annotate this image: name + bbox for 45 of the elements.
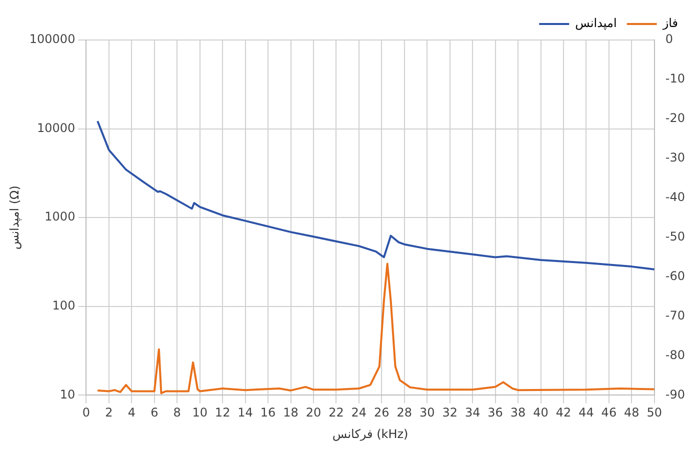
x-tick-label: 16 bbox=[260, 406, 276, 420]
x-tick-label: 0 bbox=[82, 406, 90, 420]
y2-tick-label: -50 bbox=[665, 229, 686, 244]
y2-tick-label: -40 bbox=[665, 190, 686, 204]
legend-label: فاز bbox=[662, 16, 678, 30]
x-tick-label: 40 bbox=[533, 406, 548, 420]
y2-tick-label: -90 bbox=[665, 387, 686, 402]
y-tick-label: 100 bbox=[52, 298, 76, 313]
x-tick-label: 44 bbox=[578, 406, 594, 420]
y2-tick-label: -70 bbox=[665, 308, 686, 322]
x-tick-label: 36 bbox=[488, 406, 503, 420]
y2-tick-label: -60 bbox=[665, 268, 686, 283]
x-tick-label: 14 bbox=[238, 406, 253, 420]
y2-tick-label: -10 bbox=[665, 72, 686, 86]
x-tick-label: 12 bbox=[214, 406, 230, 420]
x-tick-label: 18 bbox=[283, 406, 298, 420]
x-tick-label: 34 bbox=[464, 406, 480, 420]
x-tick-label: 32 bbox=[442, 406, 458, 420]
x-tick-label: 38 bbox=[510, 406, 526, 420]
x-tick-label: 20 bbox=[306, 406, 322, 420]
x-tick-label: 42 bbox=[556, 406, 572, 420]
y-axis-title: امپدانس (Ω) bbox=[7, 186, 22, 250]
x-tick-label: 6 bbox=[150, 406, 158, 420]
legend-label: امپدانس bbox=[575, 16, 617, 30]
y-tick-label: 100000 bbox=[29, 32, 76, 46]
y-tick-label: 10 bbox=[60, 387, 76, 402]
y2-tick-label: -30 bbox=[665, 150, 686, 165]
x-tick-label: 10 bbox=[192, 406, 208, 420]
x-tick-label: 26 bbox=[374, 406, 390, 420]
x-axis-title: فرکانس (kHz) bbox=[332, 426, 408, 441]
y-tick-label: 1000 bbox=[44, 210, 76, 224]
x-tick-label: 2 bbox=[105, 406, 113, 420]
x-tick-label: 24 bbox=[351, 406, 367, 420]
y2-tick-label: 0 bbox=[665, 32, 674, 46]
x-tick-label: 8 bbox=[173, 406, 181, 420]
x-tick-label: 50 bbox=[646, 406, 662, 420]
x-tick-label: 46 bbox=[601, 406, 617, 420]
x-tick-label: 30 bbox=[419, 406, 435, 420]
x-tick-label: 4 bbox=[128, 406, 136, 420]
x-tick-label: 22 bbox=[328, 406, 344, 420]
x-tick-label: 28 bbox=[396, 406, 412, 420]
y2-tick-label: -20 bbox=[665, 111, 686, 126]
y-tick-label: 10000 bbox=[37, 120, 76, 135]
y2-tick-label: -80 bbox=[665, 348, 686, 362]
x-tick-label: 48 bbox=[624, 406, 640, 420]
